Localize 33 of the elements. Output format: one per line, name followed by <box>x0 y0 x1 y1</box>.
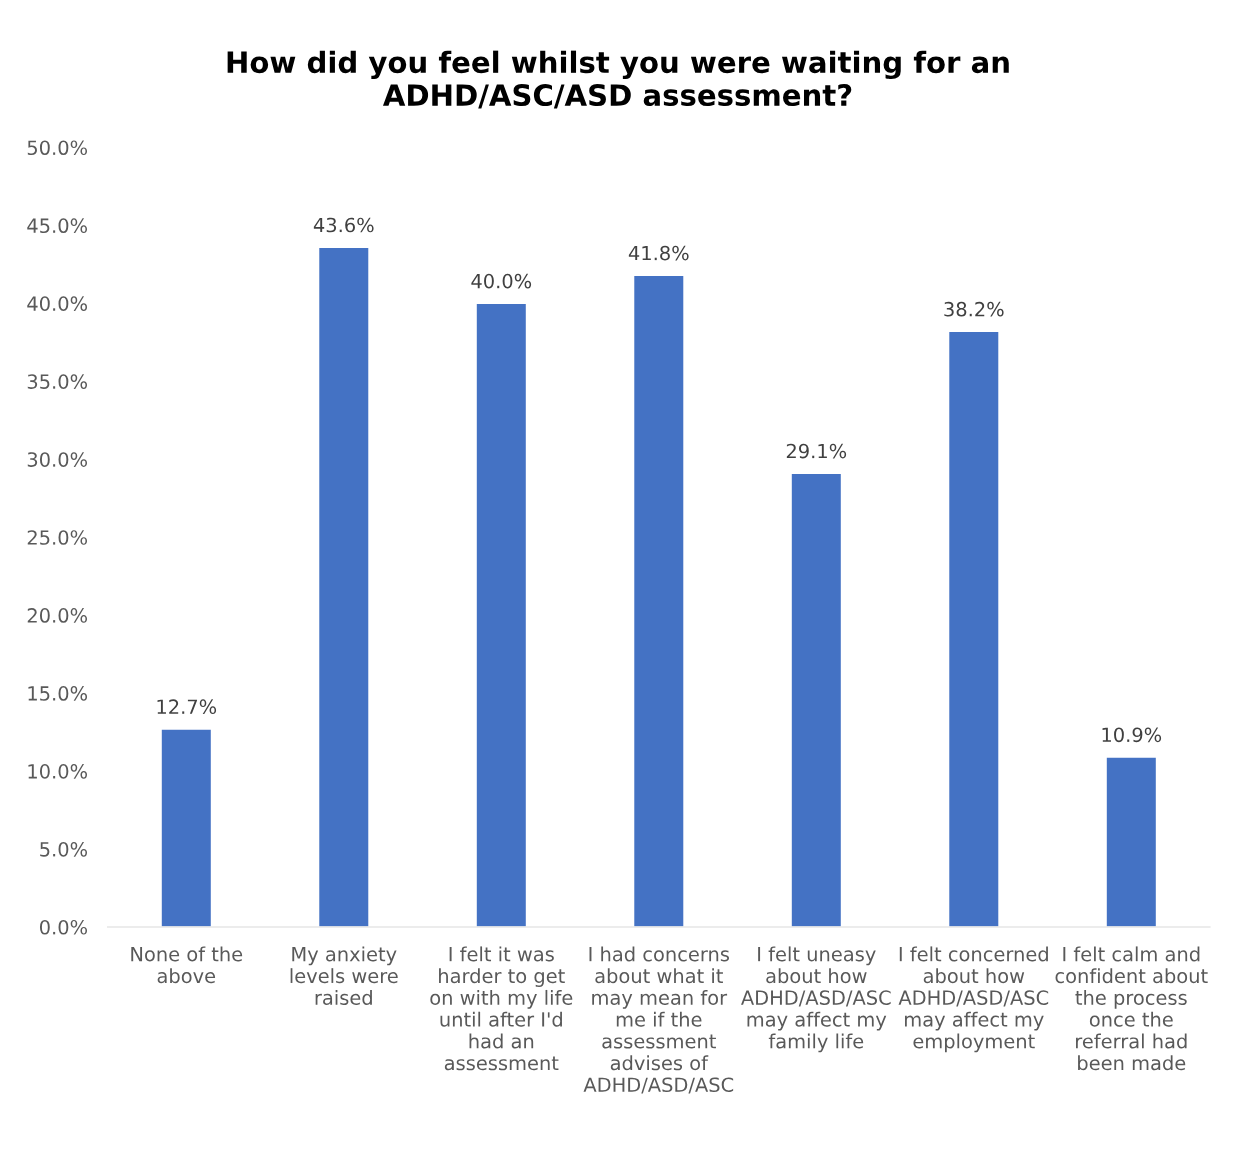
x-tick-label: I had concerns about what it may mean for me if the assessment advises of ADHD/ASD/ASC <box>583 946 734 1094</box>
x-tick-label: My anxiety levels were raised <box>290 946 398 1005</box>
y-tick-label: 10.0% <box>28 764 88 779</box>
bar <box>317 246 370 927</box>
bar <box>790 472 843 927</box>
y-tick-label: 30.0% <box>27 452 88 467</box>
x-tick-label: None of the above <box>131 946 243 984</box>
x-tick-label: I felt uneasy about how ADHD/ASD/ASC may affect my family life <box>741 946 891 1053</box>
y-tick-label: 40.0% <box>27 296 88 311</box>
bar <box>1105 756 1158 927</box>
x-tick-label: I felt calm and confident about the process once the referral had been made <box>1055 946 1208 1071</box>
y-tick-label: 5.0% <box>40 841 88 857</box>
y-tick-label: 25.0% <box>27 530 88 545</box>
y-tick-label: 50.0% <box>27 140 88 156</box>
x-tick-label: I felt it was harder to get on with my life until after I'd had an assessment <box>430 946 573 1071</box>
y-tick-label: 45.0% <box>27 218 88 234</box>
data-label: 43.6% <box>313 217 374 233</box>
bar <box>947 330 1000 927</box>
y-tick-label: 20.0% <box>27 608 88 623</box>
bar <box>160 728 213 927</box>
bar <box>632 274 685 927</box>
x-tick-label: I felt concerned about how ADHD/ASD/ASC may affect my employment <box>898 946 1049 1053</box>
data-label: 40.0% <box>471 273 532 289</box>
y-tick-label: 35.0% <box>27 374 88 389</box>
data-label: 29.1% <box>786 443 847 459</box>
data-label: 12.7% <box>157 699 217 715</box>
y-tick-label: 15.0% <box>28 686 88 701</box>
data-label: 10.9% <box>1102 727 1162 743</box>
data-label: 41.8% <box>628 245 689 261</box>
data-label: 38.2% <box>944 301 1004 317</box>
chart-title: How did you feel whilst you were waiting for an ADHD/ASC/ASD assessment? <box>227 50 1009 109</box>
y-tick-label: 0.0% <box>39 919 88 935</box>
bar <box>475 302 528 927</box>
